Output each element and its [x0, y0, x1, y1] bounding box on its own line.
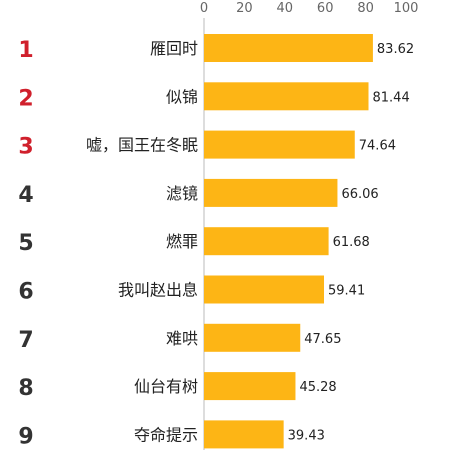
- value-label: 83.62: [377, 42, 414, 57]
- value-label: 39.43: [288, 428, 325, 443]
- rank-label: 2: [18, 86, 33, 111]
- bar: [204, 323, 301, 352]
- bar: [204, 82, 369, 111]
- category-label: 仙台有树: [134, 377, 198, 396]
- category-label: 我叫赵出息: [118, 281, 198, 300]
- category-label: 滤镜: [166, 184, 198, 203]
- bar: [204, 420, 284, 449]
- category-label: 嘘，国王在冬眠: [86, 136, 198, 155]
- value-label: 61.68: [333, 235, 370, 250]
- x-tick-label: 80: [357, 1, 374, 16]
- value-label: 59.41: [328, 284, 365, 299]
- bar: [204, 275, 325, 304]
- rank-label: 4: [18, 183, 33, 208]
- category-label: 雁回时: [150, 39, 198, 58]
- rank-label: 8: [18, 376, 33, 401]
- rank-label: 7: [18, 328, 33, 353]
- rank-label: 3: [18, 135, 33, 160]
- rank-label: 5: [18, 231, 33, 256]
- value-label: 47.65: [304, 332, 341, 347]
- x-tick-label: 100: [394, 1, 419, 16]
- x-tick-label: 40: [277, 1, 294, 16]
- category-label: 难哄: [166, 329, 198, 348]
- value-label: 81.44: [373, 90, 410, 105]
- rank-label: 1: [18, 38, 33, 63]
- category-label: 夺命提示: [134, 425, 198, 444]
- x-tick-label: 0: [200, 1, 208, 16]
- bar: [204, 372, 296, 401]
- x-tick-label: 60: [317, 1, 334, 16]
- bar: [204, 130, 355, 159]
- value-label: 66.06: [341, 187, 378, 202]
- bar: [204, 34, 373, 62]
- value-label: 45.28: [299, 380, 336, 395]
- bar: [204, 178, 338, 207]
- rank-label: 9: [18, 424, 33, 449]
- value-label: 74.64: [359, 139, 396, 154]
- rank-label: 6: [18, 280, 33, 305]
- x-tick-label: 20: [236, 1, 253, 16]
- category-label: 似锦: [166, 87, 198, 106]
- category-label: 燃罪: [166, 232, 198, 251]
- bar: [204, 227, 329, 256]
